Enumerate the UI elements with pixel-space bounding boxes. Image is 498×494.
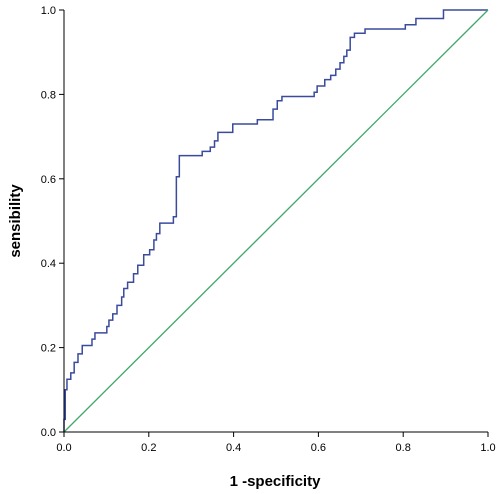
x-tick-label: 0.4 <box>226 442 241 454</box>
y-tick-label: 1.0 <box>41 5 56 17</box>
x-axis-title: 1 -specificity <box>230 473 322 490</box>
roc-curve <box>63 9 488 432</box>
y-tick-label: 0.0 <box>41 427 56 439</box>
y-tick-label: 0.8 <box>41 89 56 101</box>
x-tick-label: 0.2 <box>141 442 156 454</box>
x-tick-label: 0.8 <box>396 442 411 454</box>
y-axis-title: sensibility <box>7 184 24 258</box>
x-tick-label: 0.6 <box>311 442 326 454</box>
y-tick-label: 0.6 <box>41 174 56 186</box>
y-tick-label: 0.2 <box>41 343 56 355</box>
reference-line <box>63 9 489 433</box>
x-tick-label: 0.0 <box>56 442 71 454</box>
y-tick-label: 0.4 <box>41 258 56 270</box>
x-tick-label: 1.0 <box>480 442 495 454</box>
